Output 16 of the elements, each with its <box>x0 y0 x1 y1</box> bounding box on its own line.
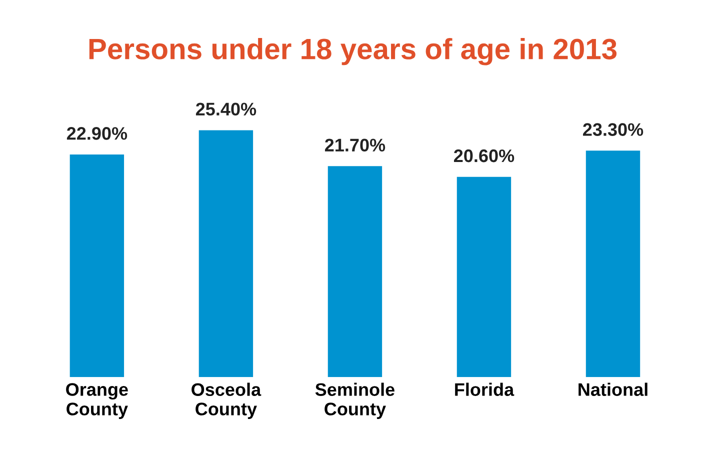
bar <box>328 166 382 378</box>
bar <box>198 130 254 378</box>
data-label: 25.40% <box>196 102 256 116</box>
data-label: 20.60% <box>454 149 514 162</box>
chart-title: Persons under 18 years of age in 2013 <box>89 38 617 66</box>
x-tick-label: National <box>578 382 648 396</box>
data-label: 23.30% <box>583 123 644 136</box>
x-tick-label: Seminole County <box>315 382 394 419</box>
x-tick-label: Orange County <box>66 383 128 419</box>
data-label: 21.70% <box>324 138 386 152</box>
bar <box>70 154 124 378</box>
bar <box>456 176 512 378</box>
x-tick-label: Osceola County <box>192 382 262 419</box>
x-tick-label: Florida <box>455 382 514 396</box>
bar <box>586 150 640 378</box>
data-label: 22.90% <box>66 127 128 140</box>
